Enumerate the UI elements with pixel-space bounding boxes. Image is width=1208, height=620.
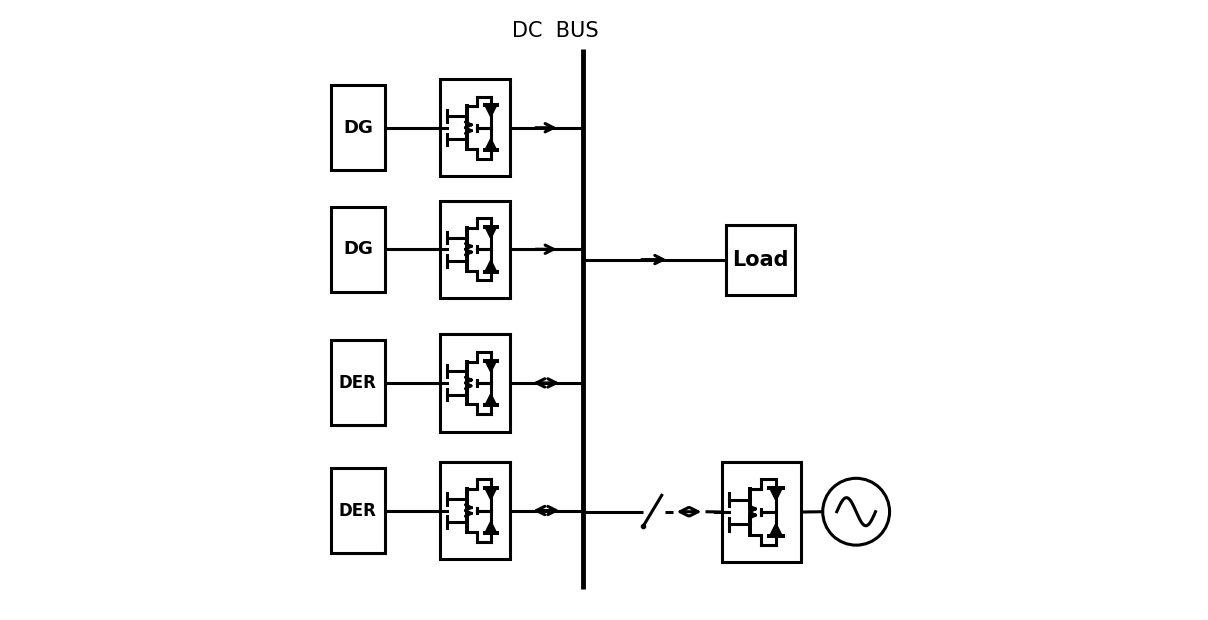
Bar [331, 206, 385, 292]
Polygon shape [484, 521, 496, 533]
Bar [440, 201, 510, 298]
Text: DC  BUS: DC BUS [512, 20, 599, 40]
Text: DER: DER [339, 374, 377, 392]
Bar [440, 334, 510, 432]
Bar [331, 85, 385, 170]
Bar [726, 225, 795, 295]
Polygon shape [484, 394, 496, 405]
Polygon shape [484, 105, 496, 117]
Bar [331, 468, 385, 553]
Text: DER: DER [339, 502, 377, 520]
Bar [722, 462, 801, 562]
Text: Load: Load [732, 250, 789, 270]
Text: DG: DG [343, 240, 373, 259]
Polygon shape [484, 361, 496, 372]
Bar [331, 340, 385, 425]
Text: DG: DG [343, 118, 373, 137]
Polygon shape [769, 489, 782, 501]
Bar [440, 462, 510, 559]
Polygon shape [484, 260, 496, 272]
Polygon shape [484, 488, 496, 500]
Bar [440, 79, 510, 176]
Polygon shape [484, 227, 496, 239]
Polygon shape [484, 138, 496, 150]
Polygon shape [769, 523, 782, 536]
